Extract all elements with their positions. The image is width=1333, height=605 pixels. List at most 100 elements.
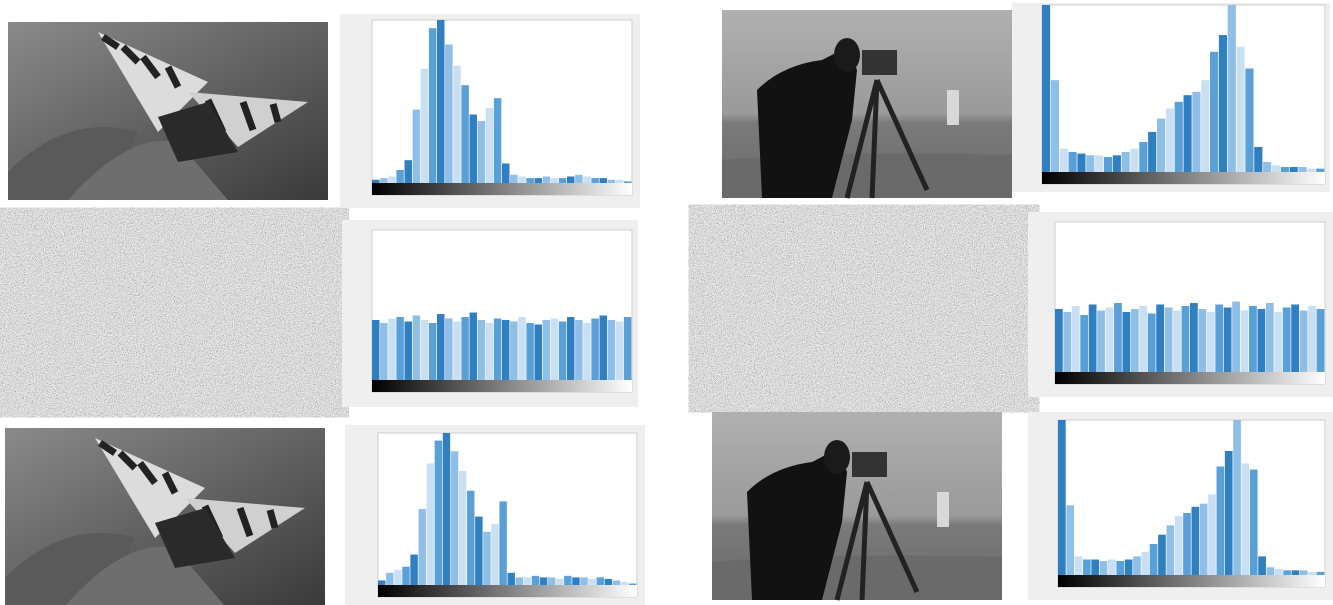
bar — [396, 170, 403, 183]
bar — [1139, 142, 1147, 172]
bar — [372, 320, 379, 380]
bar — [1104, 157, 1112, 172]
bar — [1245, 68, 1253, 172]
bar — [1166, 109, 1174, 172]
bar — [621, 582, 628, 585]
bar — [608, 180, 615, 183]
bar — [1308, 572, 1316, 575]
bar — [402, 567, 409, 585]
bar — [580, 577, 587, 585]
bar — [1316, 169, 1324, 172]
bar — [1219, 35, 1227, 172]
bar — [1114, 303, 1122, 372]
bar — [1175, 516, 1183, 575]
bar — [1300, 570, 1308, 575]
bar — [526, 323, 533, 380]
bar — [1165, 308, 1173, 373]
bar — [543, 320, 550, 380]
bar — [491, 524, 498, 585]
bar — [1275, 569, 1283, 575]
bar — [1183, 513, 1191, 575]
bar — [575, 320, 582, 380]
bar — [559, 178, 566, 183]
colorbar — [372, 183, 632, 195]
bar — [1158, 535, 1166, 575]
bar — [1266, 303, 1274, 372]
bar — [608, 320, 615, 380]
bar — [502, 163, 509, 183]
bar — [583, 176, 590, 183]
bar — [380, 178, 387, 183]
bar — [388, 319, 395, 381]
bar — [1298, 167, 1306, 172]
bar — [1130, 149, 1138, 172]
bar — [1042, 5, 1050, 172]
figure — [0, 0, 1333, 605]
bar — [486, 108, 493, 183]
bar — [453, 322, 460, 381]
bar — [1241, 311, 1249, 373]
bar — [372, 180, 379, 183]
image — [718, 222, 1010, 395]
bar — [1263, 162, 1271, 172]
bar — [1307, 169, 1315, 172]
bar — [396, 317, 403, 380]
bar — [451, 451, 458, 585]
bar — [535, 178, 542, 183]
bar — [413, 110, 420, 183]
image — [722, 10, 1012, 198]
bar — [1317, 309, 1325, 372]
bar — [1175, 102, 1183, 172]
bar — [1139, 306, 1147, 372]
bar — [1233, 420, 1241, 575]
bar — [421, 69, 428, 183]
bar — [1292, 570, 1300, 575]
bar — [518, 317, 525, 380]
image — [712, 412, 1002, 600]
bar — [1123, 312, 1131, 372]
bar — [1217, 467, 1225, 576]
bar — [483, 532, 490, 585]
bar — [1148, 314, 1156, 373]
bar — [437, 314, 444, 380]
bar — [624, 317, 631, 380]
bar — [1113, 155, 1121, 172]
bar — [526, 178, 533, 183]
bar — [1254, 147, 1262, 172]
bar — [1207, 312, 1215, 372]
bar — [567, 176, 574, 183]
bar — [494, 98, 501, 183]
bar — [510, 322, 517, 381]
bar — [564, 576, 571, 585]
bar — [1290, 167, 1298, 172]
bar — [1250, 470, 1258, 575]
bar — [1201, 80, 1209, 172]
bar — [1086, 155, 1094, 172]
bar — [1063, 312, 1071, 372]
bar — [443, 433, 450, 585]
colorbar — [378, 585, 637, 597]
bar — [1058, 420, 1066, 575]
bar — [470, 115, 477, 183]
bar — [1075, 556, 1083, 575]
bar — [1237, 47, 1245, 172]
bar — [588, 579, 595, 585]
bar — [478, 320, 485, 380]
bar — [1173, 311, 1181, 373]
bar — [548, 577, 555, 585]
bar — [1198, 309, 1206, 372]
bar — [613, 580, 620, 585]
colorbar — [1055, 372, 1325, 384]
bar — [486, 323, 493, 380]
bar — [1106, 308, 1114, 373]
bar — [1291, 305, 1299, 373]
bar — [478, 121, 485, 183]
bar — [475, 517, 482, 585]
bar — [591, 178, 598, 183]
bar — [1141, 552, 1149, 575]
bar — [1097, 311, 1105, 373]
bar — [445, 319, 452, 381]
bar — [502, 320, 509, 380]
bar — [1300, 311, 1308, 373]
bar — [532, 576, 539, 585]
